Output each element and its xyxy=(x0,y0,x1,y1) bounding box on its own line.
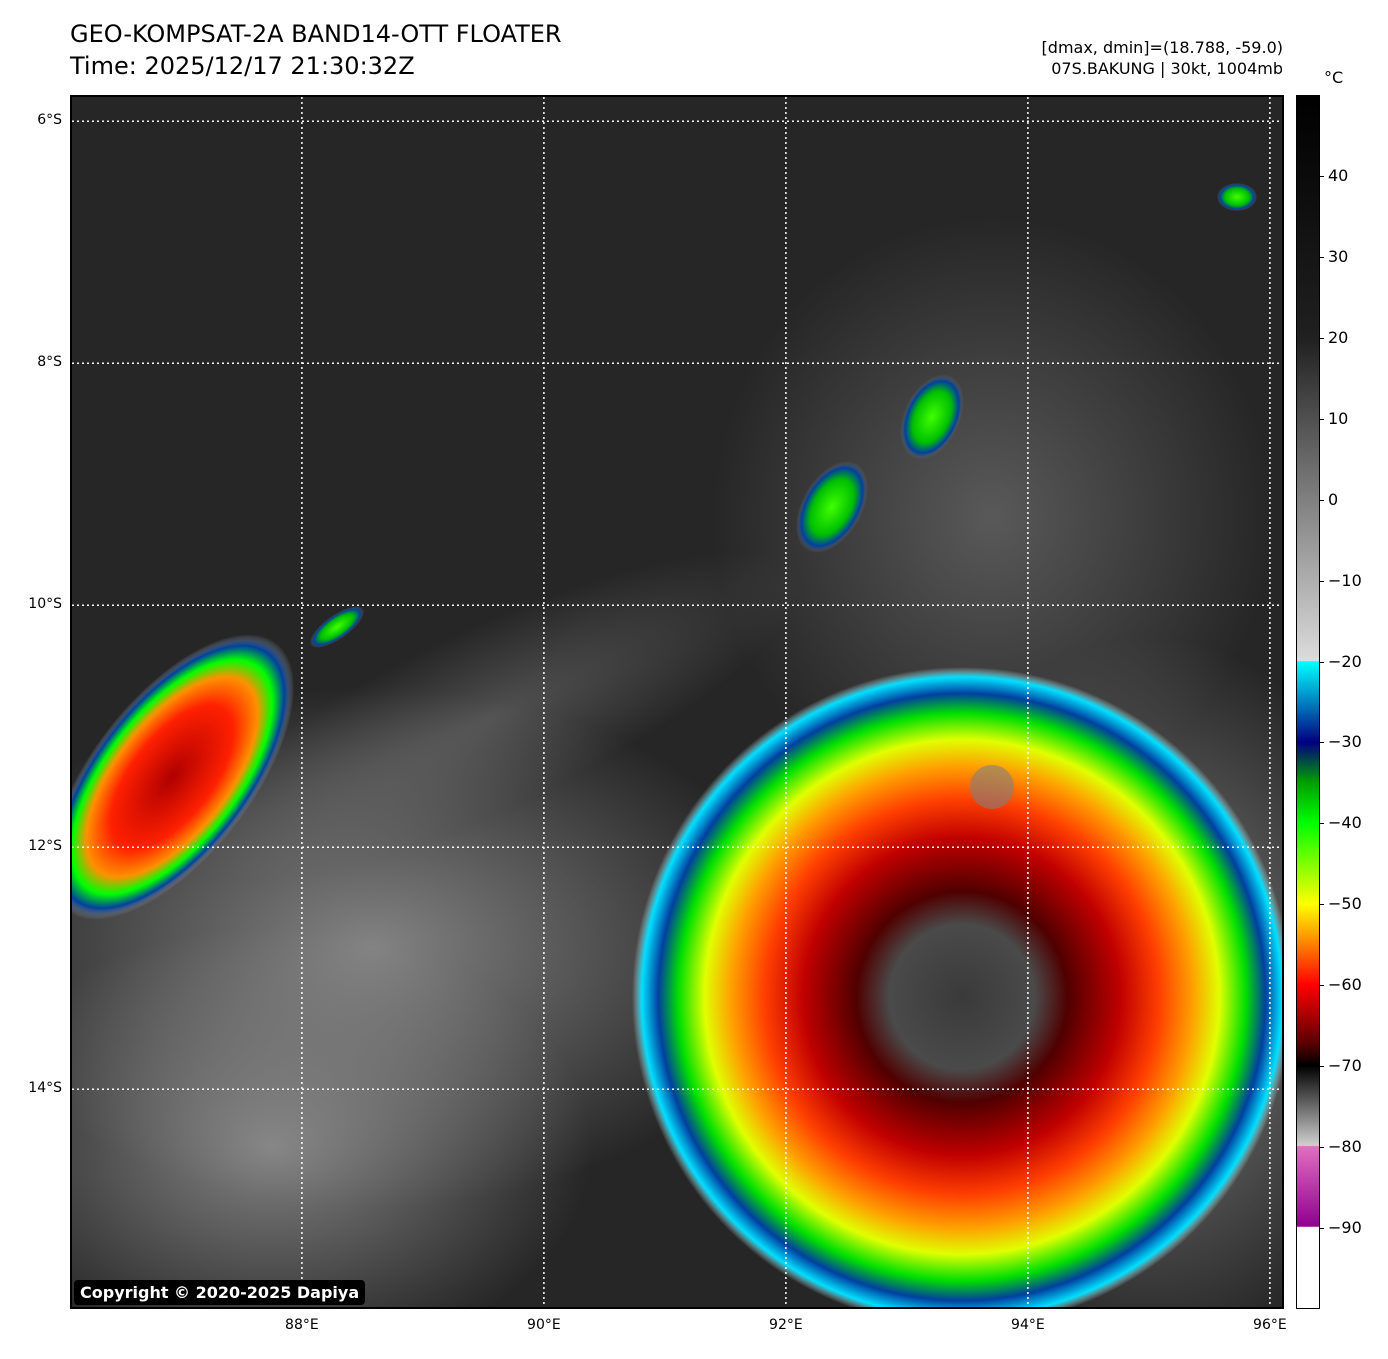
lon-label: 94°E xyxy=(1011,1317,1045,1333)
storm-cloud-shield xyxy=(632,667,1282,1307)
copyright-notice: Copyright © 2020-2025 Dapiya xyxy=(74,1280,366,1305)
colorbar-tickmark xyxy=(1320,580,1324,582)
colorbar-tickmark xyxy=(1320,985,1324,987)
imagery-layer xyxy=(72,97,1282,1307)
colorbar-tickmark xyxy=(1320,1066,1324,1068)
colorbar-tickmark xyxy=(1320,256,1324,258)
storm-info: 07S.BAKUNG | 30kt, 1004mb xyxy=(1051,59,1283,78)
chart-title: GEO-KOMPSAT-2A BAND14-OTT FLOATER xyxy=(70,20,562,48)
cirrus-streak xyxy=(181,551,803,883)
colorbar-tickmark xyxy=(1320,337,1324,339)
lon-label: 90°E xyxy=(527,1317,561,1333)
colorbar-tick-label: −20 xyxy=(1328,651,1362,671)
lat-label: 12°S xyxy=(28,838,62,855)
colorbar-tickmark xyxy=(1320,1147,1324,1149)
lat-label: 10°S xyxy=(28,596,62,613)
colorbar-tickmark xyxy=(1320,904,1324,906)
lat-label: 14°S xyxy=(28,1080,62,1097)
lon-label: 88°E xyxy=(285,1317,319,1333)
colorbar-tick-label: 40 xyxy=(1328,165,1349,185)
convective-cell-west xyxy=(72,634,295,920)
colorbar-tick-label: −10 xyxy=(1328,570,1362,590)
colorbar xyxy=(1296,95,1320,1309)
low-cloud-haze-southwest xyxy=(72,927,592,1307)
lon-label: 96°E xyxy=(1253,1317,1287,1333)
colorbar-tick-label: 0 xyxy=(1328,489,1339,509)
lat-label: 8°S xyxy=(37,354,62,371)
satellite-map[interactable]: Copyright © 2020-2025 Dapiya xyxy=(70,95,1284,1309)
lat-label: 6°S xyxy=(37,112,62,129)
data-range-info: [dmax, dmin]=(18.788, -59.0) xyxy=(1041,38,1283,57)
colorbar-tickmark xyxy=(1320,175,1324,177)
colorbar-tick-label: −40 xyxy=(1328,813,1362,833)
colorbar-tick-label: −60 xyxy=(1328,975,1362,995)
colorbar-tickmark xyxy=(1320,499,1324,501)
colorbar-tick-label: 10 xyxy=(1328,408,1349,428)
colorbar-tickmark xyxy=(1320,1228,1324,1230)
colorbar-tick-label: 20 xyxy=(1328,327,1349,347)
overshooting-top xyxy=(970,765,1014,809)
colorbar-tickmark xyxy=(1320,742,1324,744)
small-convection-ne-1 xyxy=(795,461,869,553)
colorbar-tickmark xyxy=(1320,418,1324,420)
colorbar-tick-label: −30 xyxy=(1328,732,1362,752)
colorbar-tick-label: 30 xyxy=(1328,246,1349,266)
colorbar-tick-label: −80 xyxy=(1328,1137,1362,1157)
small-convection xyxy=(309,606,365,648)
small-convection-ne-3 xyxy=(1217,183,1257,211)
colorbar-tick-label: −70 xyxy=(1328,1056,1362,1076)
colorbar-tick-label: −90 xyxy=(1328,1218,1362,1238)
colorbar-tickmark xyxy=(1320,661,1324,663)
timestamp: Time: 2025/12/17 21:30:32Z xyxy=(70,52,415,80)
colorbar-tick-label: −50 xyxy=(1328,894,1362,914)
cirrus-band-northeast xyxy=(712,217,1272,817)
colorbar-unit: °C xyxy=(1324,68,1344,87)
lon-label: 92°E xyxy=(769,1317,803,1333)
small-convection-ne-2 xyxy=(900,374,964,460)
colorbar-gradient xyxy=(1297,96,1319,1308)
colorbar-tickmark xyxy=(1320,823,1324,825)
